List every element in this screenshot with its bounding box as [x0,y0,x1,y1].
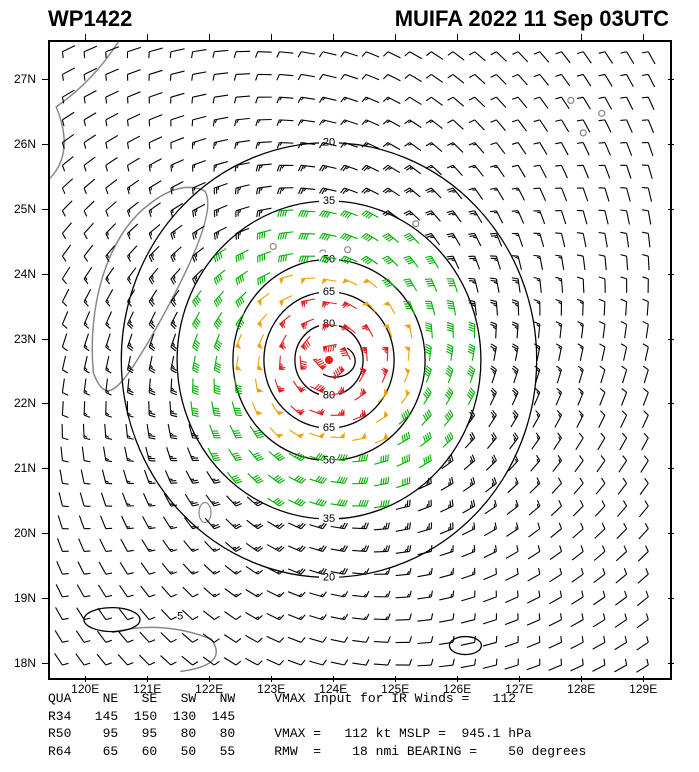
axis-tick [668,533,674,534]
axis-tick [668,468,674,469]
axis-tick [457,34,458,40]
footer-l1: QUA NE SE SW NW VMAX Input for IR Winds … [48,691,516,706]
axis-tick [42,339,48,340]
footer-l4: R64 65 60 50 55 RMW = 18 nmi BEARING = 5… [48,744,586,759]
footer-l2: R34 145 150 130 145 [48,709,235,724]
svg-text:20: 20 [323,571,335,583]
axis-label: 18N [14,656,36,670]
svg-text:5: 5 [177,610,183,622]
axis-label: 22N [14,396,36,410]
axis-label: 19N [14,591,36,605]
title-right: MUIFA 2022 11 Sep 03UTC [395,6,669,32]
axis-tick [581,34,582,40]
axis-tick [668,274,674,275]
axis-tick [42,274,48,275]
axis-label: 26N [14,137,36,151]
svg-text:65: 65 [323,286,335,298]
title-left: WP1422 [48,6,132,32]
axis-tick [668,598,674,599]
axis-tick [42,209,48,210]
axis-tick [42,403,48,404]
axis-tick [271,34,272,40]
axis-label: 24N [14,267,36,281]
axis-tick [333,34,334,40]
axis-tick [643,34,644,40]
axis-label: 25N [14,202,36,216]
axis-tick [668,144,674,145]
axis-tick [668,79,674,80]
axis-tick [42,598,48,599]
axis-label: 21N [14,461,36,475]
footer-l3: R50 95 95 80 80 VMAX = 112 kt MSLP = 945… [48,726,532,741]
wind-field-svg: 202035355050656580805 [50,42,670,678]
axis-tick [42,144,48,145]
axis-tick [395,34,396,40]
svg-text:35: 35 [323,513,335,525]
footer-text: QUA NE SE SW NW VMAX Input for IR Winds … [48,690,688,760]
axis-tick [42,533,48,534]
axis-tick [668,403,674,404]
axis-tick [42,663,48,664]
svg-text:80: 80 [323,390,335,402]
axis-tick [209,34,210,40]
axis-label: 23N [14,332,36,346]
axis-tick [42,79,48,80]
svg-text:65: 65 [323,422,335,434]
axis-label: 20N [14,526,36,540]
plot-frame: 202035355050656580805 [48,40,672,680]
axis-tick [85,34,86,40]
axis-tick [668,209,674,210]
svg-text:50: 50 [323,454,335,466]
axis-tick [668,339,674,340]
axis-tick [668,663,674,664]
axis-tick [519,34,520,40]
axis-tick [42,468,48,469]
svg-text:35: 35 [323,195,335,207]
page-root: WP1422 MUIFA 2022 11 Sep 03UTC 202035355… [0,0,699,772]
chart-title: WP1422 MUIFA 2022 11 Sep 03UTC [0,6,699,32]
axis-label: 27N [14,72,36,86]
axis-tick [147,34,148,40]
